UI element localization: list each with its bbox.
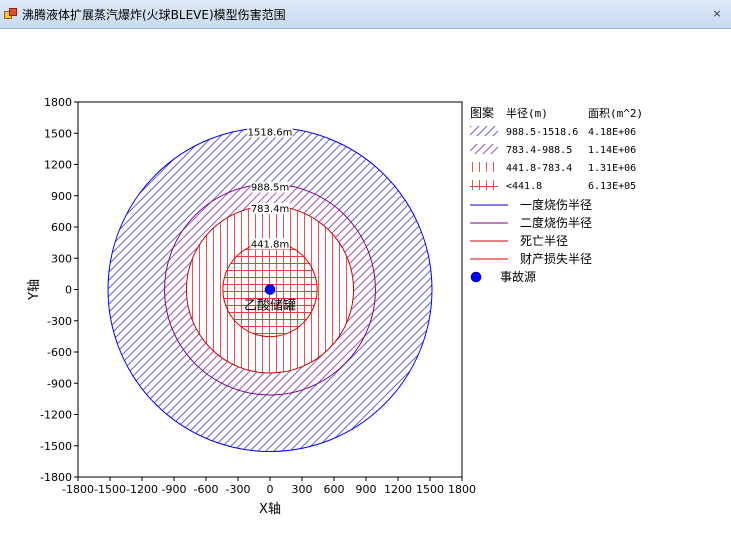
y-tick-label-4: -600 bbox=[47, 346, 72, 359]
legend-header-radius: 半径(m) bbox=[506, 106, 548, 120]
legend-area-3: 1.31E+06 bbox=[588, 163, 636, 174]
y-tick-label-2: -1200 bbox=[40, 409, 72, 422]
legend-area-1: 4.18E+06 bbox=[588, 127, 636, 138]
x-tick-label-8: 600 bbox=[324, 483, 345, 496]
legend-range-2: 783.4-988.5 bbox=[506, 145, 572, 156]
legend-header-pattern: 图案 bbox=[470, 105, 494, 120]
app-icon bbox=[4, 8, 17, 19]
legend-area-2: 1.14E+06 bbox=[588, 145, 636, 156]
legend-line-label-1: 一度烧伤半径 bbox=[520, 197, 592, 212]
legend-swatch-1 bbox=[470, 126, 498, 136]
legend-line-label-4: 财产损失半径 bbox=[520, 251, 592, 266]
legend-source-label: 事故源 bbox=[500, 269, 536, 284]
x-tick-label-1: -1500 bbox=[94, 483, 126, 496]
y-tick-label-6: 0 bbox=[65, 284, 72, 297]
radius-label-2: 988.5m bbox=[251, 183, 289, 194]
radius-label-4: 441.8m bbox=[251, 239, 289, 250]
radius-label-bg-1 bbox=[247, 126, 293, 138]
x-tick-label-4: -600 bbox=[194, 483, 219, 496]
legend-source-marker bbox=[470, 271, 482, 283]
x-axis-label: X轴 bbox=[259, 502, 281, 517]
legend-range-3: 441.8-783.4 bbox=[506, 163, 572, 174]
legend-area-4: 6.13E+05 bbox=[588, 181, 636, 192]
x-tick-label-7: 300 bbox=[292, 483, 313, 496]
window-title: 沸腾液体扩展蒸汽爆炸(火球BLEVE)模型伤害范围 bbox=[22, 8, 286, 22]
y-tick-label-3: -900 bbox=[47, 377, 72, 390]
legend-swatch-2 bbox=[470, 144, 498, 154]
chart-area: 1518.6m 988.5m 783.4m 441.8m 乙酸储罐 -1800 -1500-… bbox=[0, 29, 731, 551]
radius-label-bg-4 bbox=[250, 238, 290, 250]
accident-source-point bbox=[264, 284, 276, 295]
x-tick-label-10: 1200 bbox=[384, 483, 412, 496]
y-tick-label-9: 900 bbox=[51, 190, 72, 203]
x-tick-label-5: -300 bbox=[226, 483, 251, 496]
y-tick-label-7: 300 bbox=[51, 252, 72, 265]
x-tick-label-9: 900 bbox=[356, 483, 377, 496]
x-tick-label-2: -1200 bbox=[126, 483, 158, 496]
y-axis-label: Y轴 bbox=[27, 279, 42, 301]
y-tick-label-11: 1500 bbox=[44, 127, 72, 140]
y-tick-label-8: 600 bbox=[51, 221, 72, 234]
radius-label-3: 783.4m bbox=[251, 204, 289, 215]
x-tick-label-12: 1800 bbox=[448, 483, 476, 496]
legend-line-label-3: 死亡半径 bbox=[520, 234, 568, 248]
legend-swatch-4 bbox=[470, 180, 498, 190]
legend-line-label-2: 二度烧伤半径 bbox=[520, 215, 592, 230]
y-tick-label-0: -1800 bbox=[40, 471, 72, 484]
title-bar: 沸腾液体扩展蒸汽爆炸(火球BLEVE)模型伤害范围 × bbox=[0, 0, 731, 29]
radius-label-bg-2 bbox=[250, 181, 290, 193]
radius-label-bg-3 bbox=[250, 202, 290, 214]
legend-header-area: 面积(m^2) bbox=[588, 107, 643, 120]
y-tick-label-12: 1800 bbox=[44, 96, 72, 109]
legend-range-1: 988.5-1518.6 bbox=[506, 127, 578, 138]
radius-label-1: 1518.6m bbox=[248, 127, 293, 138]
close-button[interactable]: × bbox=[712, 7, 722, 20]
y-tick-label-1: -1500 bbox=[40, 440, 72, 453]
legend-swatch-3 bbox=[470, 162, 498, 172]
y-tick-label-10: 1200 bbox=[44, 159, 72, 172]
legend-range-4: <441.8 bbox=[506, 181, 542, 192]
x-tick-label-6: 0 bbox=[267, 483, 274, 496]
x-tick-label-3: -900 bbox=[162, 483, 187, 496]
y-tick-label-5: -300 bbox=[47, 315, 72, 328]
x-tick-label-11: 1500 bbox=[416, 483, 444, 496]
x-tick-label-0: -1800 bbox=[62, 483, 94, 496]
source-label: 乙酸储罐 bbox=[244, 299, 296, 314]
